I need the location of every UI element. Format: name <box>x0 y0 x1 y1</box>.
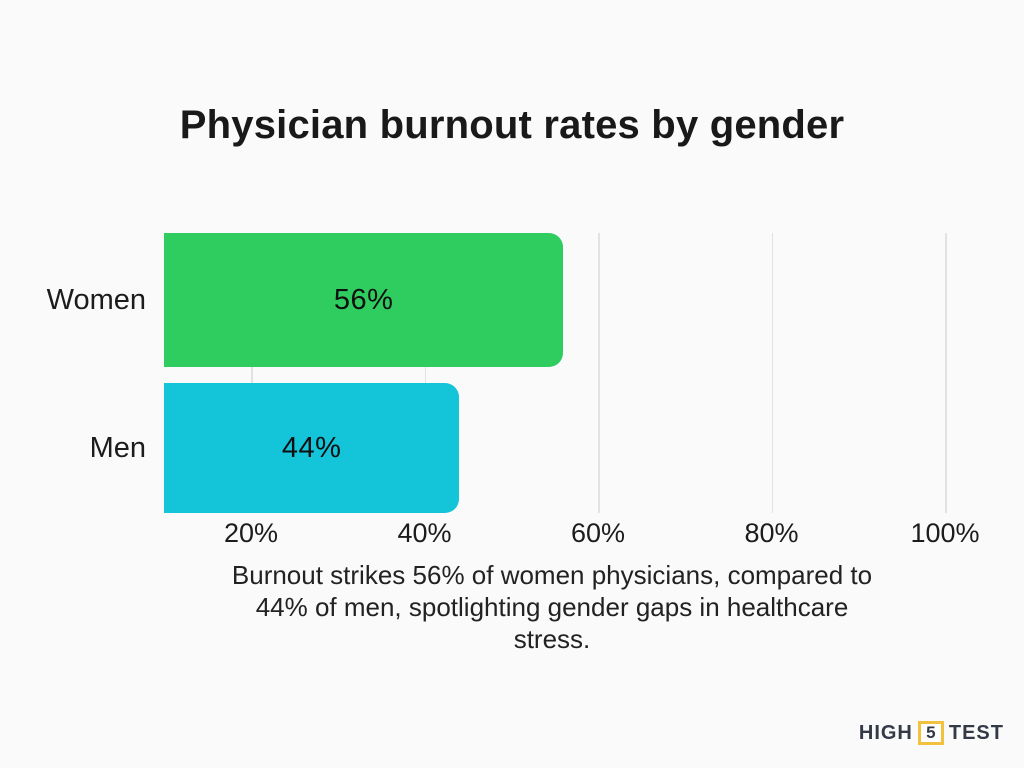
gridline-40% <box>424 233 426 513</box>
gridline-80% <box>771 233 773 513</box>
logo-word-high: HIGH <box>858 721 913 744</box>
x-tick-label: 100% <box>910 518 980 548</box>
category-label-men: Men <box>89 431 146 464</box>
caption-line: stress. <box>513 624 591 654</box>
logo-five-box: 5 <box>917 721 944 745</box>
chart-title: Physician burnout rates by gender <box>179 103 845 147</box>
x-tick-label: 80% <box>744 518 799 548</box>
bar-value-label: 56% <box>333 283 394 316</box>
logo-five-digit: 5 <box>926 723 936 742</box>
x-tick-label: 40% <box>397 518 452 548</box>
x-tick-label: 60% <box>570 518 626 548</box>
bar-men: 44% <box>164 383 460 513</box>
bar-women: 56% <box>164 233 564 367</box>
bar-value-label: 44% <box>281 431 342 464</box>
chart-caption: Burnout strikes 56% of women physicians,… <box>90 559 1014 655</box>
caption-line: Burnout strikes 56% of women physicians,… <box>231 560 873 590</box>
category-label-women: Women <box>46 283 146 316</box>
gridline-100% <box>945 233 947 513</box>
x-tick-label: 20% <box>223 518 279 548</box>
high5test-logo: HIGH 5 TEST <box>859 721 1004 745</box>
gridline-60% <box>598 233 600 513</box>
logo-word-test: TEST <box>948 721 1004 744</box>
gridline-20% <box>251 233 253 513</box>
caption-line: 44% of men, spotlighting gender gaps in … <box>255 592 849 622</box>
